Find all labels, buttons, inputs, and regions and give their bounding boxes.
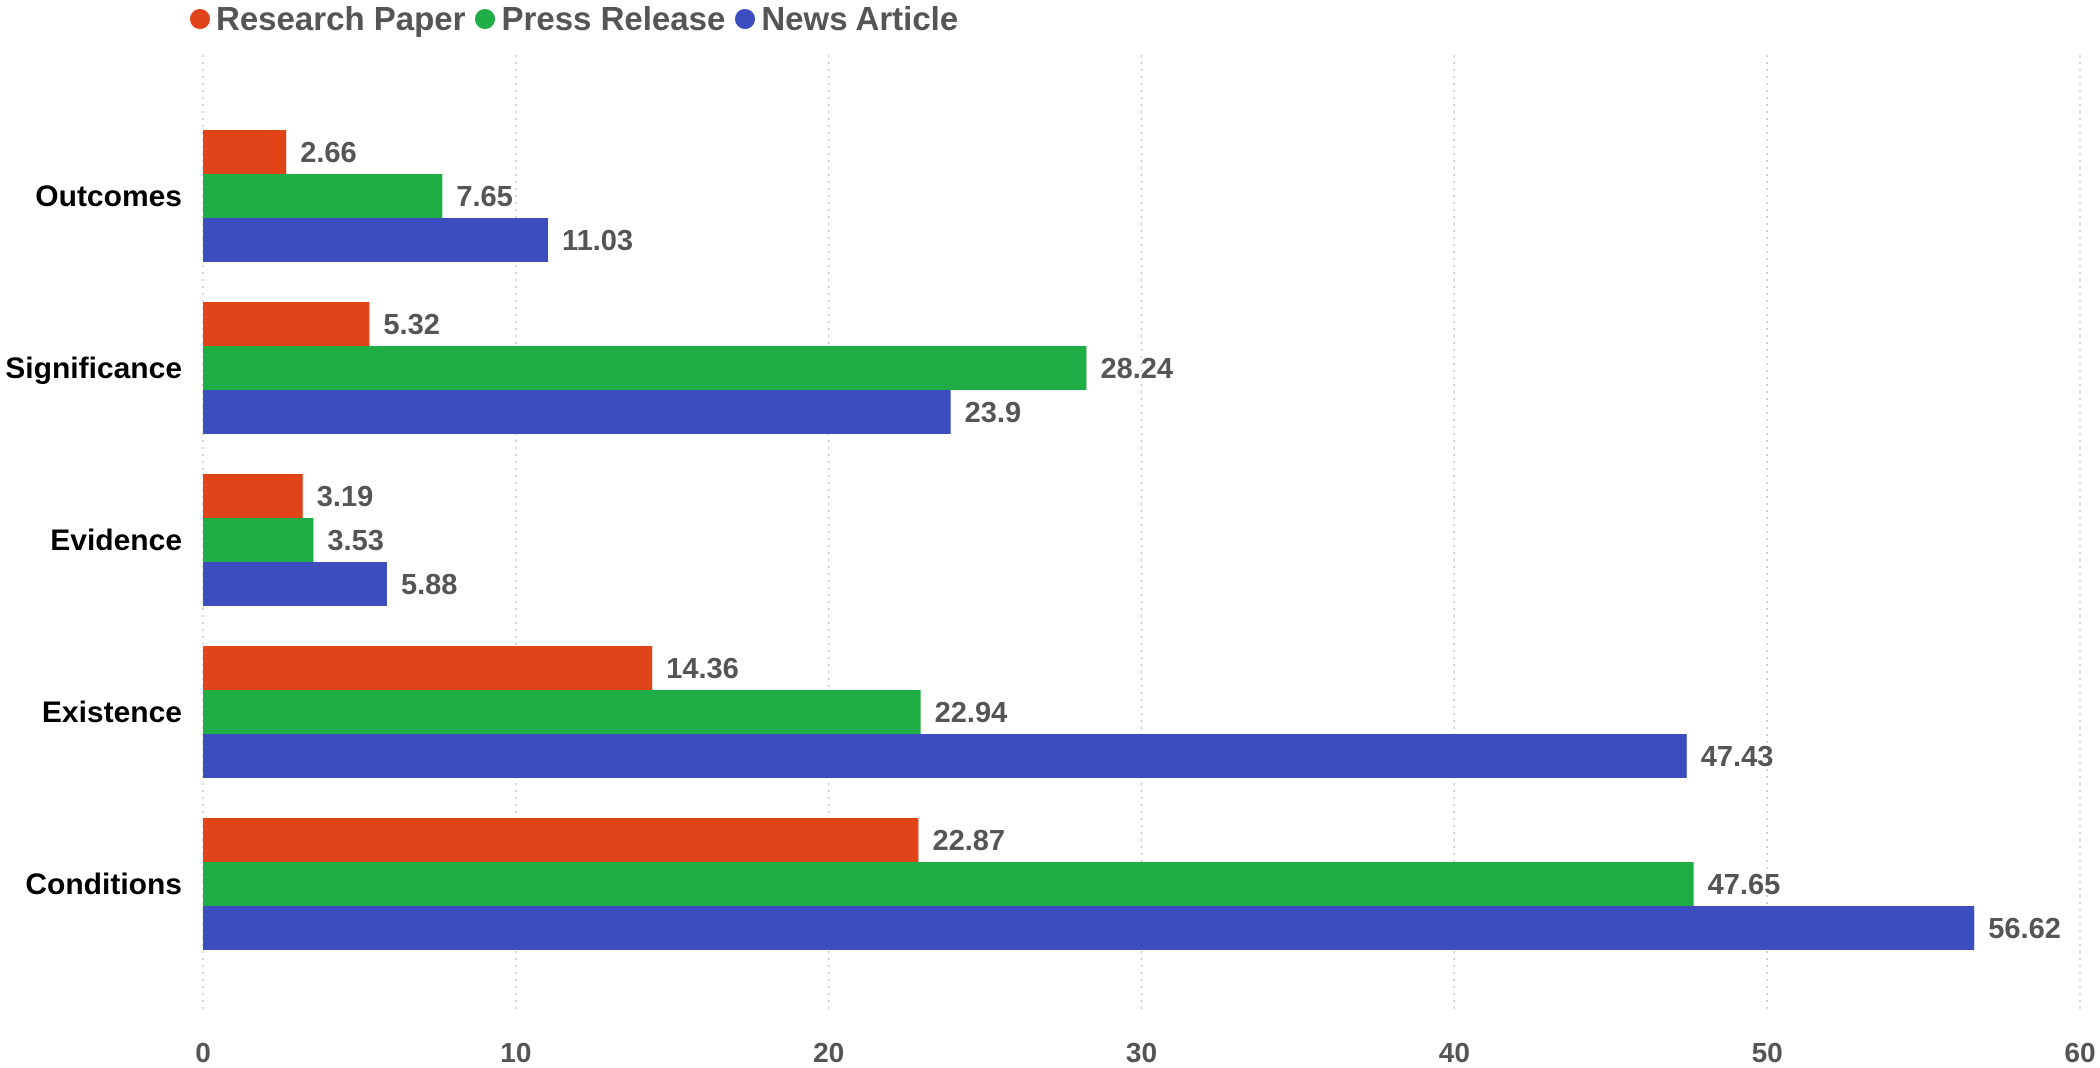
legend-marker-press-release [475, 9, 496, 29]
bar-research-paper-evidence [203, 474, 303, 518]
bar-press-release-significance [203, 346, 1087, 390]
legend-item-news-article: News Article [735, 0, 958, 38]
data-label: 47.43 [1701, 741, 1774, 773]
x-tick-label: 60 [2064, 1037, 2095, 1068]
bar-news-article-evidence [203, 562, 387, 606]
bar-research-paper-existence [203, 646, 653, 690]
bar-press-release-conditions [203, 862, 1694, 906]
data-label: 47.65 [1708, 869, 1781, 901]
data-label: 28.24 [1100, 353, 1173, 385]
data-label: 3.53 [327, 525, 383, 557]
x-tick-label: 40 [1439, 1037, 1470, 1068]
x-tick-label: 20 [813, 1037, 844, 1068]
x-tick-label: 30 [1126, 1037, 1157, 1068]
data-label: 7.65 [456, 181, 512, 213]
bar-research-paper-significance [203, 302, 370, 346]
legend-item-research-paper: Research Paper [190, 0, 465, 38]
bar-press-release-outcomes [203, 174, 443, 218]
data-label: 56.62 [1988, 913, 2061, 945]
legend-label-press-release: Press Release [501, 0, 726, 37]
data-label: 5.32 [383, 309, 439, 341]
data-label: 11.03 [562, 225, 633, 257]
bar-news-article-conditions [203, 906, 1975, 950]
category-label: Evidence [50, 524, 182, 557]
data-label: 22.94 [935, 697, 1008, 729]
legend: Research Paper Press Release News Articl… [190, 0, 958, 38]
bar-news-article-outcomes [203, 218, 549, 262]
category-label: Significance [5, 352, 182, 385]
category-label: Outcomes [35, 180, 182, 213]
legend-marker-research-paper [190, 9, 210, 29]
data-label: 22.87 [932, 825, 1005, 857]
data-label: 3.19 [317, 481, 373, 513]
bar-news-article-existence [203, 734, 1687, 778]
legend-label-news-article: News Article [761, 0, 959, 37]
bars [203, 130, 1975, 950]
bar-research-paper-outcomes [203, 130, 287, 174]
x-tick-label: 10 [500, 1037, 531, 1068]
labels: 0 10 20 30 40 50 60 Outcomes 2.66 7.65 11.03 Signif… [5, 137, 2095, 1068]
x-tick-label: 0 [195, 1037, 211, 1068]
data-label: 14.36 [666, 653, 739, 685]
bar-news-article-significance [203, 390, 951, 434]
bar-press-release-evidence [203, 518, 314, 562]
data-label: 2.66 [300, 137, 356, 169]
x-tick-label: 50 [1752, 1037, 1783, 1068]
bar-research-paper-conditions [203, 818, 919, 862]
category-label: Conditions [25, 868, 182, 901]
legend-label-research-paper: Research Paper [216, 0, 466, 37]
legend-marker-news-article [735, 9, 756, 29]
bar-press-release-existence [203, 690, 921, 734]
data-label: 5.88 [401, 569, 457, 601]
data-label: 23.9 [965, 397, 1021, 429]
legend-item-press-release: Press Release [475, 0, 725, 38]
category-label: Existence [42, 696, 182, 729]
